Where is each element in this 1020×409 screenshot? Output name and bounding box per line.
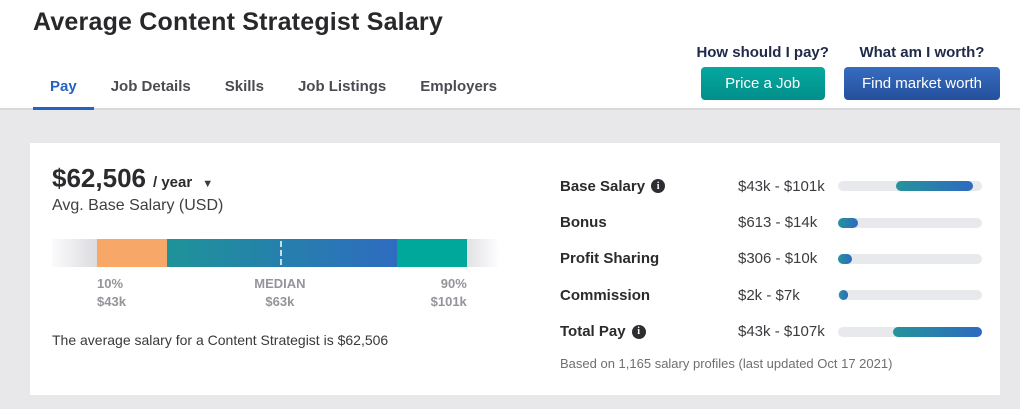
pay-row-bar-fill: [839, 290, 849, 301]
pay-row-bar: [838, 290, 982, 301]
tab-bar: Pay Job Details Skills Job Listings Empl…: [33, 78, 514, 110]
salary-period: / year: [152, 174, 193, 191]
distribution-markers: 10% $43k MEDIAN $63k 90% $101k: [52, 275, 498, 313]
salary-summary-text: The average salary for a Content Strateg…: [52, 332, 389, 348]
price-a-job-button[interactable]: Price a Job: [700, 67, 825, 100]
pay-row-profit-sharing: Profit Sharing $306 - $10k: [560, 241, 982, 277]
median-dashed-line: [279, 241, 282, 265]
profiles-footnote: Based on 1,165 salary profiles (last upd…: [560, 355, 893, 371]
info-icon[interactable]: i: [631, 324, 646, 339]
tab-job-details[interactable]: Job Details: [110, 78, 191, 95]
price-a-job-group: How should I pay? Price a Job: [696, 44, 829, 100]
tab-skills[interactable]: Skills: [224, 78, 264, 95]
pay-row-commission: Commission $2k - $7k: [560, 277, 982, 313]
pay-row-range: $2k - $7k: [738, 286, 800, 304]
market-worth-group: What am I worth? Find market worth: [843, 44, 1000, 100]
pay-components-section: Base Salary i $43k - $101k Bonus $613 - …: [560, 168, 982, 371]
how-should-i-pay-label: How should I pay?: [696, 44, 829, 61]
pay-row-bar-fill: [895, 181, 974, 192]
chevron-down-icon: ▼: [202, 178, 214, 190]
pay-row-label: Bonus: [560, 214, 607, 232]
page-header: Average Content Strategist Salary How sh…: [0, 0, 1020, 110]
tab-employers[interactable]: Employers: [420, 78, 497, 95]
pay-row-bonus: Bonus $613 - $14k: [560, 204, 982, 240]
salary-amount: $62,506: [52, 163, 146, 193]
pay-row-bar: [838, 326, 982, 337]
distribution-segment-10th-to-25th: [97, 239, 168, 267]
pay-row-label: Profit Sharing: [560, 250, 660, 268]
marker-median: MEDIAN $63k: [254, 276, 306, 309]
distribution-segment-75th-to-90th: [397, 239, 468, 267]
pay-row-bar-fill: [838, 217, 859, 228]
pay-row-total-pay: Total Pay i $43k - $107k: [560, 314, 982, 350]
info-icon[interactable]: i: [651, 179, 666, 194]
header-actions: How should I pay? Price a Job What am I …: [696, 44, 1000, 100]
salary-amount-dropdown[interactable]: $62,506 / year ▼: [52, 163, 498, 194]
tab-pay[interactable]: Pay: [33, 78, 94, 110]
tab-job-listings[interactable]: Job Listings: [297, 78, 387, 95]
pay-row-bar: [838, 181, 982, 192]
pay-row-bar-fill: [838, 253, 853, 264]
pay-row-range: $43k - $101k: [738, 177, 825, 195]
pay-row-range: $43k - $107k: [738, 323, 825, 341]
salary-card: $62,506 / year ▼ Avg. Base Salary (USD) …: [30, 143, 1000, 395]
salary-distribution-bar: [52, 239, 498, 267]
find-market-worth-button[interactable]: Find market worth: [843, 67, 1000, 100]
pay-row-bar: [838, 253, 982, 264]
salary-subtitle: Avg. Base Salary (USD): [52, 197, 224, 214]
pay-row-range: $306 - $10k: [738, 250, 818, 268]
pay-row-range: $613 - $14k: [738, 214, 818, 232]
marker-10th-percentile: 10% $43k: [97, 276, 126, 309]
pay-row-label: Commission: [560, 286, 651, 304]
pay-row-label: Base Salary: [560, 177, 646, 195]
what-am-i-worth-label: What am I worth?: [859, 44, 985, 61]
pay-row-bar: [838, 217, 982, 228]
pay-row-base-salary: Base Salary i $43k - $101k: [560, 168, 982, 204]
salary-summary-section: $62,506 / year ▼ Avg. Base Salary (USD) …: [52, 163, 498, 348]
pay-row-bar-fill: [892, 326, 982, 337]
page-title: Average Content Strategist Salary: [33, 8, 443, 36]
distribution-segment-25th-to-75th: [167, 239, 398, 267]
distribution-segment-below-10th-fade: [52, 239, 98, 267]
distribution-segment-above-90th-fade: [467, 239, 498, 267]
pay-row-label: Total Pay: [560, 323, 626, 341]
marker-90th-percentile: 90% $101k: [430, 276, 467, 309]
